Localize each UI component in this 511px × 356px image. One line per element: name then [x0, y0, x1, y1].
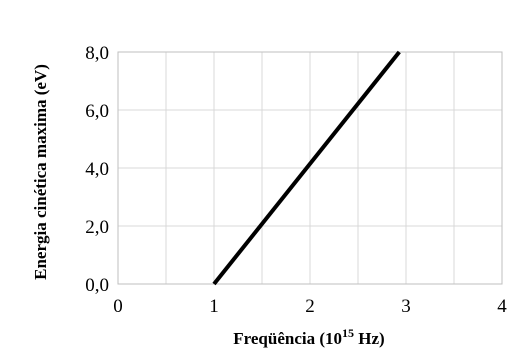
y-tick-labels: 0,0 2,0 4,0 6,0 8,0 — [85, 43, 109, 296]
x-axis-title-main: Freqüência (10 — [233, 329, 342, 348]
x-tick-label-0: 0 — [113, 296, 123, 317]
series-layer — [212, 50, 401, 286]
series-line-0 — [212, 50, 401, 286]
y-axis-title: Energia cinética maxima (eV) — [31, 64, 50, 280]
y-tick-label-2: 4,0 — [85, 159, 109, 180]
x-tick-label-3: 3 — [401, 296, 411, 317]
x-tick-labels: 0 1 2 3 4 — [113, 296, 507, 317]
y-tick-label-0: 0,0 — [85, 275, 109, 296]
y-tick-label-3: 6,0 — [85, 101, 109, 122]
x-axis-title-end: Hz) — [354, 329, 385, 348]
x-axis-title: Freqüência (1015 Hz) — [233, 326, 384, 348]
x-axis-title-superscript: 15 — [342, 326, 354, 340]
x-tick-label-4: 4 — [497, 296, 507, 317]
y-tick-label-4: 8,0 — [85, 43, 109, 64]
x-tick-label-1: 1 — [209, 296, 219, 317]
plot-frame — [117, 51, 503, 285]
y-tick-label-1: 2,0 — [85, 217, 109, 238]
x-tick-label-2: 2 — [305, 296, 315, 317]
